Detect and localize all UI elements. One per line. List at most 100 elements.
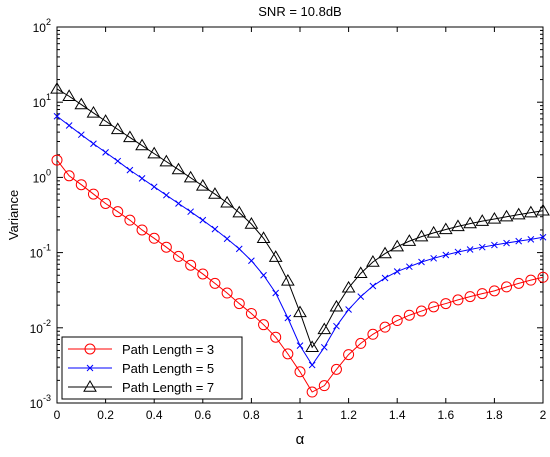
data-point <box>379 321 391 333</box>
x-tick-label: 0.2 <box>97 408 114 422</box>
data-point <box>475 214 490 226</box>
series-1 <box>51 154 549 398</box>
data-point <box>330 363 342 375</box>
data-point <box>426 225 441 238</box>
legend-marker <box>86 364 94 372</box>
x-tick-label: 1 <box>297 408 304 422</box>
data-point <box>173 250 184 262</box>
data-point <box>77 131 85 139</box>
data-point <box>391 315 403 327</box>
y-tick-label: 102 <box>33 17 51 35</box>
data-point <box>112 206 124 218</box>
data-point <box>223 235 231 243</box>
data-point <box>256 231 271 243</box>
data-point <box>100 197 112 209</box>
data-point <box>114 157 122 165</box>
data-point <box>296 342 304 349</box>
legend-label: Path Length = 3 <box>122 342 214 357</box>
data-point <box>211 225 219 233</box>
data-point <box>366 255 380 267</box>
data-point <box>405 263 413 271</box>
data-point <box>123 130 137 143</box>
data-point <box>503 239 510 247</box>
data-point <box>539 233 547 241</box>
chart-title: SNR = 10.8dB <box>258 4 341 19</box>
data-point <box>233 298 245 310</box>
data-point <box>454 248 462 256</box>
x-axis-label: α <box>296 431 305 448</box>
data-point <box>318 380 330 392</box>
data-point <box>515 237 523 245</box>
series-3 <box>50 81 550 353</box>
legend-item: Path Length = 5 <box>68 361 214 376</box>
data-point <box>513 277 525 289</box>
data-point <box>438 222 453 235</box>
data-point <box>102 149 109 156</box>
data-point <box>183 170 198 183</box>
legend-label: Path Length = 7 <box>122 380 214 395</box>
data-point <box>308 361 316 369</box>
data-point <box>187 208 195 216</box>
data-point <box>464 291 476 303</box>
data-point <box>418 258 425 266</box>
data-point <box>185 259 197 271</box>
data-point <box>245 307 257 319</box>
data-point <box>220 195 234 208</box>
data-point <box>270 331 282 343</box>
data-point <box>390 239 405 252</box>
data-point <box>501 281 513 293</box>
data-point <box>476 288 488 300</box>
data-point <box>195 178 210 191</box>
data-point <box>537 271 549 283</box>
legend-marker <box>84 343 96 355</box>
legend-item: Path Length = 7 <box>68 380 214 395</box>
data-point <box>63 170 75 182</box>
y-tick-label: 10-3 <box>30 393 51 411</box>
data-point <box>343 349 355 361</box>
data-point <box>491 241 498 249</box>
data-point <box>150 183 158 191</box>
data-point <box>124 214 136 226</box>
legend-label: Path Length = 5 <box>122 361 214 376</box>
data-point <box>235 245 243 253</box>
data-point <box>341 280 356 293</box>
data-point <box>147 146 162 159</box>
data-point <box>138 175 146 182</box>
data-point <box>357 293 365 300</box>
series-2 <box>53 112 547 369</box>
data-point <box>451 219 465 232</box>
data-point <box>135 138 149 151</box>
x-tick-label: 0.8 <box>243 408 260 422</box>
data-point <box>355 337 367 349</box>
data-point <box>197 268 209 280</box>
x-tick-label: 0 <box>54 408 61 422</box>
data-point <box>452 294 464 306</box>
x-tick-label: 0.4 <box>146 408 163 422</box>
data-point <box>51 154 63 166</box>
x-tick-label: 1.2 <box>340 408 357 422</box>
data-point <box>367 328 379 340</box>
data-point <box>393 268 401 275</box>
axis-ticks: 0 0.2 0.4 0.6 0.8 1 1.2 1.4 1.6 1.8 2 102 101 100 10-1… <box>30 17 547 422</box>
data-point <box>306 386 318 398</box>
data-point <box>440 298 452 310</box>
data-point <box>284 314 292 322</box>
data-point <box>209 277 221 289</box>
data-point <box>442 251 450 259</box>
data-point <box>162 191 170 199</box>
y-tick-label: 100 <box>33 167 51 185</box>
data-point <box>282 348 294 360</box>
data-point <box>416 305 427 317</box>
data-point <box>148 232 160 244</box>
data-point <box>268 250 283 262</box>
data-point <box>248 257 255 265</box>
x-tick-label: 0.6 <box>194 408 211 422</box>
y-tick-label: 10-1 <box>30 243 51 261</box>
data-point <box>345 306 352 313</box>
data-point <box>511 207 526 220</box>
legend: Path Length = 3 Path Length = 5 Path Lengt… <box>61 336 243 400</box>
data-point <box>488 285 500 297</box>
x-tick-label: 2 <box>540 408 547 422</box>
data-point <box>378 246 392 259</box>
